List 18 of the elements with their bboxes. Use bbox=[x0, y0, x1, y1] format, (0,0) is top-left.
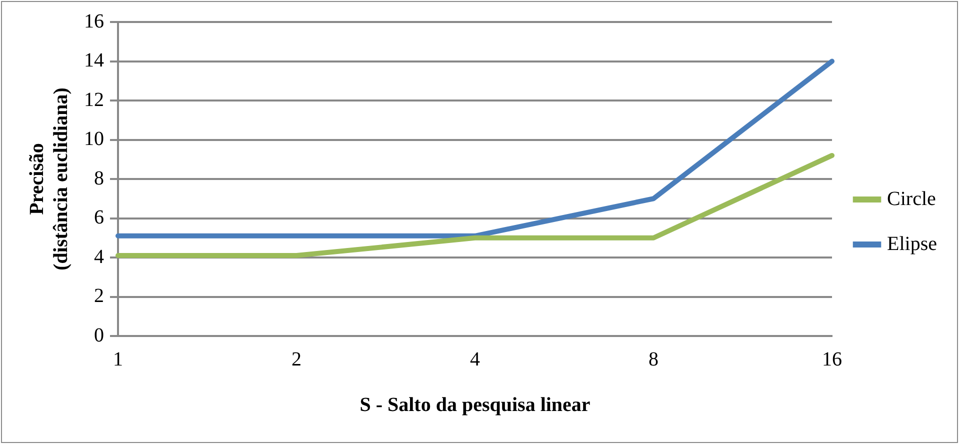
y-tick-label: 16 bbox=[84, 10, 104, 32]
x-tick-label: 16 bbox=[822, 348, 842, 370]
y-axis-title: Precisão (distância euclidiana) bbox=[26, 88, 72, 270]
y-tick-label: 12 bbox=[84, 88, 104, 111]
y-tick-label: 2 bbox=[94, 285, 104, 307]
x-tick-label: 4 bbox=[470, 348, 480, 370]
y-tick-label: 8 bbox=[94, 167, 104, 190]
y-tick-label: 4 bbox=[94, 246, 104, 268]
y-tick-label: 0 bbox=[94, 324, 104, 346]
x-axis-title: S - Salto da pesquisa linear bbox=[360, 394, 590, 416]
legend-label: Elipse bbox=[887, 232, 938, 255]
legend-label: Circle bbox=[887, 188, 936, 210]
y-tick-label: 10 bbox=[84, 128, 104, 150]
y-tick-label: 14 bbox=[84, 50, 104, 72]
x-tick-label: 2 bbox=[292, 348, 302, 370]
x-tick-label: 8 bbox=[648, 348, 659, 370]
y-tick-label: 6 bbox=[94, 206, 104, 228]
x-tick-label: 1 bbox=[113, 348, 123, 370]
